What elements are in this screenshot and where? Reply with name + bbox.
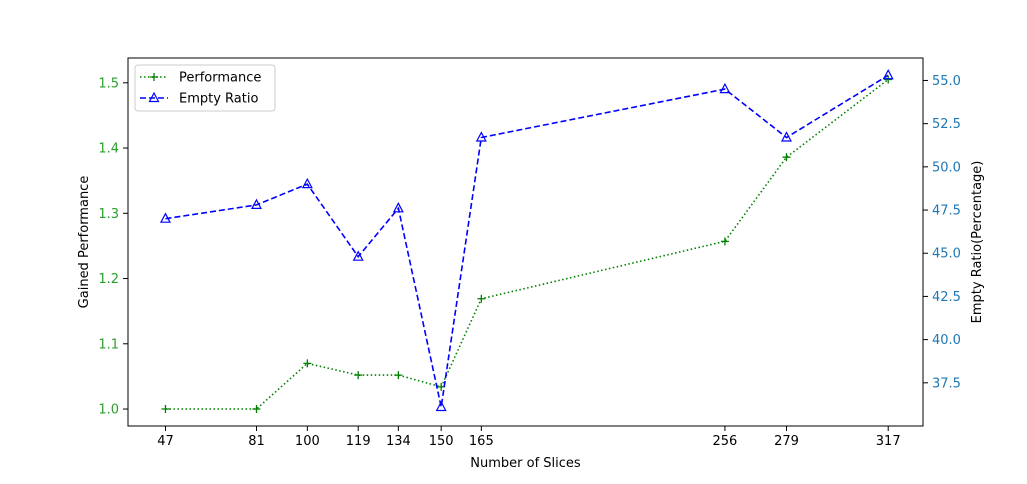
legend-box: [134, 64, 276, 112]
performance-line: [165, 78, 889, 410]
performance-point: [720, 237, 729, 246]
right-y-tick-label: 47.5: [932, 204, 961, 219]
x-tick-label: 165: [469, 434, 494, 449]
performance-point: [150, 73, 158, 81]
x-tick-label: 279: [774, 434, 799, 449]
plot-frame: [127, 57, 924, 427]
empty-ratio-line: [165, 74, 889, 408]
x-tick-label: 81: [248, 434, 265, 449]
empty-ratio-point: [250, 198, 262, 209]
left-y-axis-label: Gained Performance: [77, 176, 92, 309]
legend-label: Performance: [179, 71, 261, 86]
right-y-tick-label: 37.5: [932, 376, 961, 391]
empty-ratio-point: [301, 177, 313, 189]
right-y-axis-label: Empty Ratio(Percentage): [970, 161, 985, 324]
empty-ratio-point: [392, 202, 404, 213]
empty-ratio-point: [719, 82, 731, 94]
left-y-tick-label: 1.4: [98, 142, 119, 157]
x-tick-label: 256: [713, 434, 738, 449]
left-y-tick-label: 1.5: [98, 76, 119, 91]
empty-ratio-point: [780, 131, 792, 142]
empty-ratio-point: [435, 400, 447, 412]
empty-ratio-point: [882, 68, 894, 80]
performance-point: [394, 371, 403, 380]
performance-point: [884, 75, 893, 84]
x-tick-label: 150: [429, 434, 454, 449]
right-y-tick-label: 50.0: [932, 160, 961, 175]
empty-ratio-point: [148, 91, 160, 103]
right-y-tick-label: 55.0: [932, 74, 961, 89]
performance-point: [303, 359, 312, 368]
right-y-tick-label: 52.5: [932, 117, 961, 132]
left-y-tick-label: 1.3: [98, 207, 119, 222]
right-y-tick-label: 45.0: [932, 247, 961, 262]
left-y-tick-label: 1.1: [98, 337, 119, 352]
performance-point: [782, 153, 791, 162]
legend-label: Empty Ratio: [179, 92, 258, 107]
performance-point: [252, 405, 261, 414]
empty-ratio-point: [475, 131, 487, 142]
left-y-tick-label: 1.0: [98, 403, 119, 418]
performance-point: [354, 371, 363, 380]
performance-point: [477, 294, 486, 303]
x-tick-label: 317: [876, 434, 901, 449]
right-y-tick-label: 42.5: [932, 290, 961, 305]
left-y-tick-label: 1.2: [98, 272, 119, 287]
empty-ratio-point: [159, 212, 171, 223]
x-tick-label: 100: [295, 434, 320, 449]
x-tick-label: 134: [386, 434, 411, 449]
x-tick-label: 47: [157, 434, 174, 449]
empty-ratio-point: [352, 250, 364, 261]
x-tick-label: 119: [346, 434, 371, 449]
right-y-tick-label: 40.0: [932, 333, 961, 348]
performance-point: [161, 405, 170, 414]
x-axis-label: Number of Slices: [470, 456, 581, 471]
